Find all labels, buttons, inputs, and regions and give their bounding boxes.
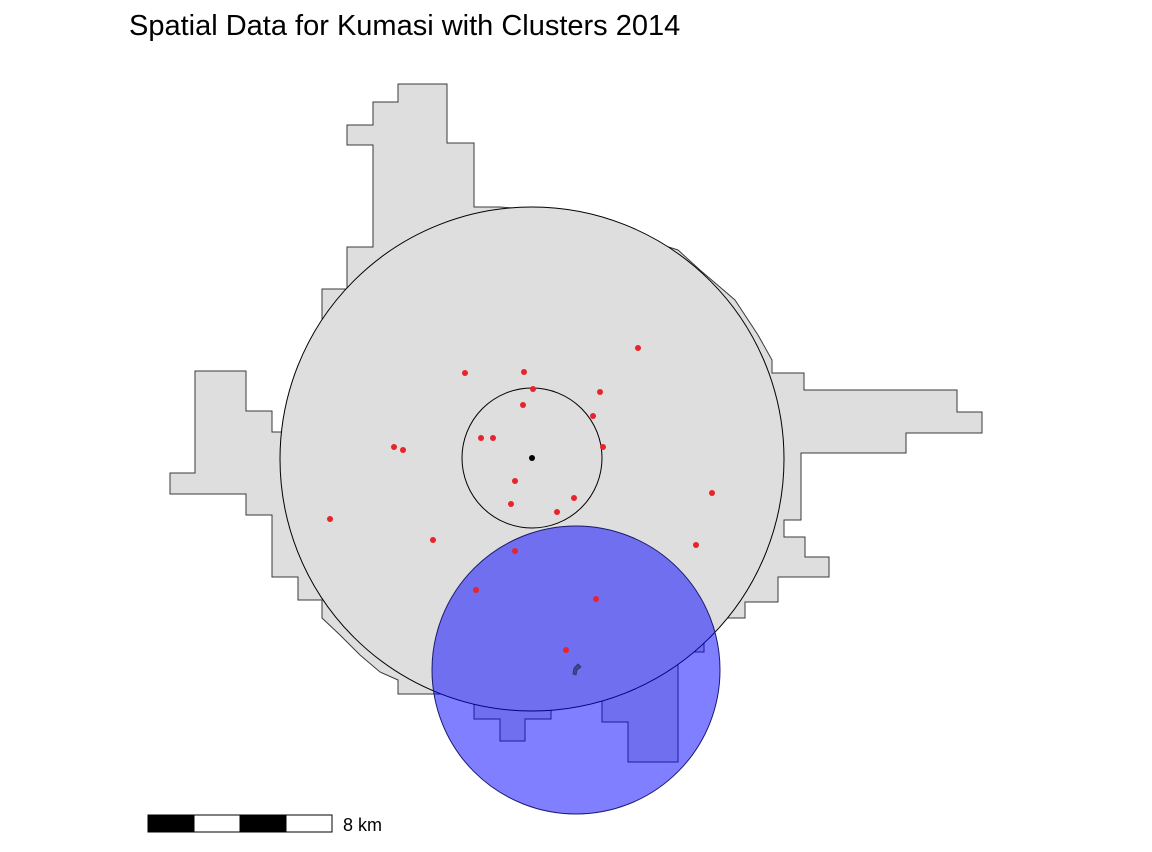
data-point <box>521 369 527 375</box>
scale-bar-segment <box>147 814 195 833</box>
data-point <box>597 389 603 395</box>
data-point <box>327 516 333 522</box>
data-points <box>327 345 715 653</box>
data-point <box>512 548 518 554</box>
data-point <box>512 478 518 484</box>
data-point <box>600 444 606 450</box>
scale-bar-segment <box>239 814 287 833</box>
data-point <box>508 501 514 507</box>
data-point <box>473 587 479 593</box>
scale-bar-label: 8 km <box>343 815 382 835</box>
small-feature-polygon <box>572 663 582 676</box>
data-point <box>391 444 397 450</box>
map-title: Spatial Data for Kumasi with Clusters 20… <box>129 10 681 42</box>
data-point <box>430 537 436 543</box>
scale-bar-segment <box>285 814 333 833</box>
scale-bar-segment <box>193 814 241 833</box>
data-point <box>571 495 577 501</box>
data-point <box>530 386 536 392</box>
data-point <box>554 509 560 515</box>
data-point <box>590 413 596 419</box>
data-point <box>593 596 599 602</box>
data-point <box>563 647 569 653</box>
data-point <box>635 345 641 351</box>
data-point <box>478 435 484 441</box>
data-point <box>709 490 715 496</box>
data-point <box>693 542 699 548</box>
center-point <box>529 455 535 461</box>
scale-bar: 8 km <box>147 814 382 835</box>
data-point <box>400 447 406 453</box>
data-point <box>462 370 468 376</box>
data-point <box>490 435 496 441</box>
data-point <box>520 402 526 408</box>
